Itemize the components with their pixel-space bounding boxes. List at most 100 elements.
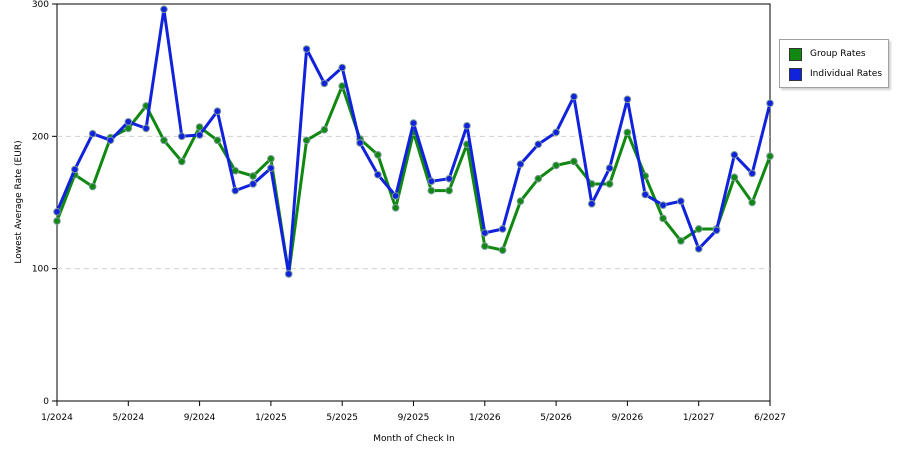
data-point-individual-rates xyxy=(249,180,257,188)
data-point-individual-rates xyxy=(88,129,97,138)
data-point-group-rates xyxy=(534,174,543,183)
data-point-individual-rates xyxy=(284,270,293,278)
data-point-individual-rates xyxy=(605,164,614,172)
data-point-group-rates xyxy=(481,242,489,250)
x-tick-label: 1/2025 xyxy=(255,413,287,423)
data-point-group-rates xyxy=(694,225,703,233)
y-tick-label: 200 xyxy=(32,132,49,142)
data-point-individual-rates xyxy=(570,92,578,101)
data-point-individual-rates xyxy=(320,79,329,88)
data-point-group-rates xyxy=(391,203,400,212)
x-tick-label: 9/2026 xyxy=(612,413,644,423)
data-point-group-rates xyxy=(570,157,578,166)
data-point-group-rates xyxy=(677,237,685,245)
series-layer xyxy=(53,5,774,278)
x-tick-label: 9/2024 xyxy=(184,413,216,423)
series-individual-rates xyxy=(53,5,774,278)
grid-lines xyxy=(57,135,770,270)
data-point-individual-rates xyxy=(124,117,133,126)
data-point-individual-rates xyxy=(712,226,721,235)
data-point-group-rates xyxy=(320,125,329,134)
data-point-group-rates xyxy=(160,136,168,145)
data-point-individual-rates xyxy=(445,174,453,183)
legend-label-individual-rates: Individual Rates xyxy=(810,69,883,79)
data-point-group-rates xyxy=(659,214,667,223)
data-point-group-rates xyxy=(516,197,525,205)
data-point-individual-rates xyxy=(552,128,560,137)
legend-item-group-rates: Group Rates xyxy=(789,47,866,61)
x-axis-title: Month of Check In xyxy=(373,434,455,444)
data-point-individual-rates xyxy=(53,207,61,216)
x-tick-label: 9/2025 xyxy=(398,413,430,423)
x-tick-label: 5/2024 xyxy=(112,413,144,423)
legend-swatch-individual-rates xyxy=(789,67,802,81)
data-point-individual-rates xyxy=(677,197,685,205)
data-point-individual-rates xyxy=(195,131,204,139)
x-tick-label: 1/2024 xyxy=(41,413,73,423)
data-point-individual-rates xyxy=(766,99,774,108)
data-point-individual-rates xyxy=(409,119,418,127)
data-point-individual-rates xyxy=(659,201,667,209)
data-point-individual-rates xyxy=(694,245,703,253)
data-point-group-rates xyxy=(267,155,275,163)
x-tick-label: 5/2026 xyxy=(540,413,572,423)
data-point-group-rates xyxy=(88,182,97,191)
plot-area xyxy=(56,3,771,402)
data-point-group-rates xyxy=(445,186,453,195)
data-point-group-rates xyxy=(605,180,614,188)
data-point-individual-rates xyxy=(106,136,115,145)
data-point-group-rates xyxy=(427,186,436,195)
x-tick-label: 5/2025 xyxy=(326,413,358,423)
legend-item-individual-rates: Individual Rates xyxy=(789,67,882,81)
data-point-group-rates xyxy=(249,172,257,180)
y-axis-title: Lowest Average Rate (EUR) xyxy=(14,140,24,263)
data-point-individual-rates xyxy=(748,169,756,178)
data-point-individual-rates xyxy=(391,192,400,200)
data-point-individual-rates xyxy=(534,140,543,149)
data-point-group-rates xyxy=(213,136,222,145)
data-point-individual-rates xyxy=(267,164,275,172)
data-point-group-rates xyxy=(766,152,774,160)
x-tick-label: 6/2027 xyxy=(754,413,786,423)
legend: Group Rates Individual Rates xyxy=(779,39,889,88)
data-point-group-rates xyxy=(177,157,186,166)
data-point-individual-rates xyxy=(463,121,471,130)
y-tick-label: 100 xyxy=(32,265,49,275)
data-point-individual-rates xyxy=(160,5,168,14)
data-point-individual-rates xyxy=(481,229,489,237)
legend-swatch-group-rates xyxy=(789,47,802,61)
data-point-group-rates xyxy=(302,136,311,145)
data-point-individual-rates xyxy=(730,151,739,159)
data-point-individual-rates xyxy=(516,160,525,168)
data-point-individual-rates xyxy=(356,139,364,147)
data-point-individual-rates xyxy=(142,124,150,133)
y-tick-label: 300 xyxy=(32,0,49,10)
data-point-individual-rates xyxy=(231,186,240,195)
data-point-group-rates xyxy=(748,198,756,207)
data-point-group-rates xyxy=(623,128,632,137)
data-point-individual-rates xyxy=(338,63,347,72)
data-point-individual-rates xyxy=(587,200,596,208)
x-tick-label: 1/2026 xyxy=(469,413,501,423)
data-point-group-rates xyxy=(730,173,739,182)
data-point-group-rates xyxy=(231,166,240,175)
data-point-group-rates xyxy=(552,161,560,170)
data-point-individual-rates xyxy=(213,107,222,115)
data-point-group-rates xyxy=(374,151,382,159)
data-point-group-rates xyxy=(498,246,507,254)
data-point-group-rates xyxy=(53,217,61,225)
axes: 0 100 200 300 1/2024 5/2024 9/2024 1/2025 5/2025… xyxy=(32,0,786,423)
data-point-individual-rates xyxy=(302,45,311,53)
data-point-individual-rates xyxy=(374,170,382,179)
legend-label-group-rates: Group Rates xyxy=(810,49,866,59)
x-tick-label: 1/2027 xyxy=(683,413,715,423)
data-point-individual-rates xyxy=(71,165,79,174)
data-point-individual-rates xyxy=(641,190,650,199)
data-point-group-rates xyxy=(195,123,204,131)
data-point-individual-rates xyxy=(623,95,632,104)
data-point-individual-rates xyxy=(427,177,436,186)
data-point-individual-rates xyxy=(177,132,186,141)
y-tick-label: 0 xyxy=(43,397,49,407)
